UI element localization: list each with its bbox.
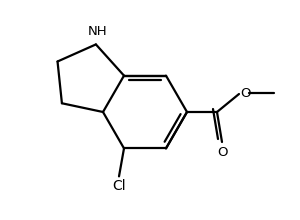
Text: O: O <box>218 146 228 159</box>
Text: O: O <box>240 86 250 99</box>
Text: NH: NH <box>88 26 108 38</box>
Text: Cl: Cl <box>112 179 126 193</box>
